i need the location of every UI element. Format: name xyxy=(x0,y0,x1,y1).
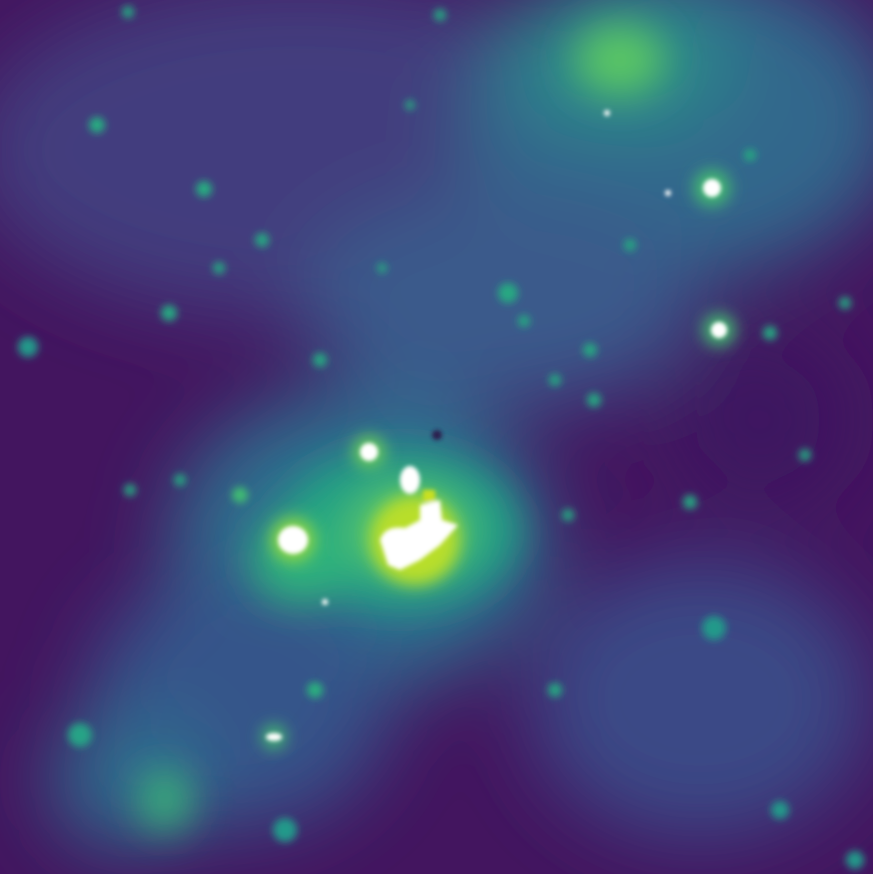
diffuse-emission xyxy=(0,0,873,850)
stars xyxy=(18,6,864,869)
saturated-sources xyxy=(266,110,727,741)
